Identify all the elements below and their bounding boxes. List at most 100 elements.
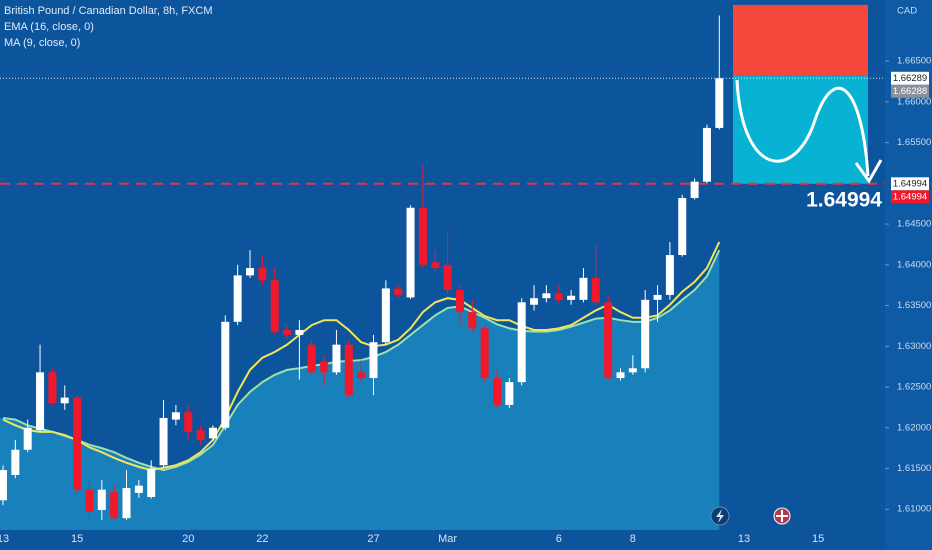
price-label-box bbox=[891, 84, 929, 98]
candle-body bbox=[431, 262, 440, 269]
candle-body bbox=[554, 293, 563, 300]
x-tick-label: 8 bbox=[630, 533, 636, 545]
flag-glyph bbox=[776, 510, 788, 522]
x-tick-label: Mar bbox=[438, 533, 457, 545]
price-label: 1.66289 bbox=[893, 73, 927, 84]
candle-body bbox=[147, 468, 156, 498]
candle-body bbox=[653, 294, 662, 300]
candle-body bbox=[73, 397, 82, 490]
candle-body bbox=[258, 268, 267, 281]
x-tick-label: 27 bbox=[367, 533, 379, 545]
candle-body bbox=[196, 430, 205, 440]
candle-body bbox=[443, 264, 452, 291]
candle-body bbox=[616, 372, 625, 379]
candle-body bbox=[641, 299, 650, 369]
y-tick-label: 1.61000 bbox=[897, 504, 931, 515]
candle-body bbox=[678, 197, 687, 256]
y-tick-label: 1.66500 bbox=[897, 56, 931, 67]
y-tick-label: 1.62000 bbox=[897, 422, 931, 433]
trade-curve bbox=[735, 79, 883, 184]
candle-body bbox=[332, 344, 341, 373]
y-tick-label: 1.62500 bbox=[897, 382, 931, 393]
legend-entry: EMA (16, close, 0) bbox=[4, 21, 94, 33]
candle-body bbox=[23, 427, 32, 450]
y-tick-label: 1.61500 bbox=[897, 463, 931, 474]
indicator-line bbox=[2, 241, 721, 472]
y-tick-label: 1.64500 bbox=[897, 219, 931, 230]
curve-arrow bbox=[735, 79, 870, 177]
candle-body bbox=[702, 127, 711, 182]
x-tick-label: 13 bbox=[738, 533, 750, 545]
candle-body bbox=[455, 290, 464, 313]
candle-body bbox=[295, 329, 304, 335]
candle-body bbox=[628, 368, 637, 373]
y-tick-label: 1.66000 bbox=[897, 96, 931, 107]
candle-body bbox=[480, 328, 489, 379]
candle-body bbox=[357, 372, 366, 379]
x-tick-label: 22 bbox=[256, 533, 268, 545]
candle-body bbox=[233, 275, 242, 322]
price-label: 1.64994 bbox=[893, 191, 927, 202]
candle-body bbox=[110, 492, 119, 519]
chart-title: British Pound / Canadian Dollar, 8h, FXC… bbox=[4, 5, 213, 17]
arrow-head bbox=[854, 159, 883, 184]
candle-body bbox=[418, 207, 427, 265]
x-tick-label: 15 bbox=[71, 533, 83, 545]
candle-body bbox=[567, 295, 576, 300]
candle-body bbox=[690, 181, 699, 198]
price-label-box bbox=[891, 190, 929, 204]
y-tick-label: 1.64000 bbox=[897, 259, 931, 270]
indicator-area bbox=[0, 250, 720, 530]
lightning-glyph bbox=[716, 509, 724, 523]
candle-body bbox=[381, 288, 390, 343]
legend-entry: MA (9, close, 0) bbox=[4, 37, 80, 49]
candle-body bbox=[246, 268, 254, 276]
candle-body bbox=[369, 342, 378, 379]
candle-body bbox=[270, 280, 279, 332]
candle-body bbox=[159, 417, 168, 466]
candle-body bbox=[208, 427, 217, 439]
target-zone bbox=[733, 75, 868, 184]
price-label-box bbox=[891, 71, 929, 85]
y-tick-label: 1.63000 bbox=[897, 341, 931, 352]
x-tick-label: 20 bbox=[182, 533, 194, 545]
candle-body bbox=[715, 78, 724, 128]
candle-body bbox=[0, 470, 7, 501]
stop-zone bbox=[733, 4, 868, 76]
price-label: 1.66288 bbox=[893, 86, 927, 97]
candle-body bbox=[60, 397, 69, 404]
candle-body bbox=[505, 382, 514, 405]
currency-label: CAD bbox=[897, 6, 917, 17]
candle-body bbox=[542, 293, 551, 299]
candle-body bbox=[97, 489, 106, 511]
candle-body bbox=[221, 321, 230, 428]
candle-body bbox=[184, 412, 193, 432]
candle-body bbox=[36, 372, 45, 431]
plot-area bbox=[0, 4, 885, 530]
y-tick-label: 1.65500 bbox=[897, 137, 931, 148]
price-label: 1.64994 bbox=[893, 178, 927, 189]
candle-body bbox=[530, 298, 539, 305]
candle-body bbox=[283, 329, 292, 335]
candle-body bbox=[665, 255, 674, 295]
candle-body bbox=[406, 207, 415, 298]
candle-body bbox=[394, 288, 403, 295]
candle-body bbox=[468, 312, 477, 329]
x-tick-label: 15 bbox=[812, 533, 824, 545]
candle-body bbox=[591, 277, 600, 303]
candle-body bbox=[493, 378, 501, 405]
candle-body bbox=[320, 361, 329, 373]
x-tick-label: 13 bbox=[0, 533, 9, 545]
price-label-box bbox=[891, 177, 929, 191]
bottom-icons bbox=[710, 506, 791, 526]
candle-body bbox=[134, 485, 143, 493]
x-tick-label: 6 bbox=[556, 533, 562, 545]
candle-body bbox=[604, 302, 613, 379]
candle-body bbox=[579, 277, 588, 300]
candle-body bbox=[85, 489, 94, 512]
y-tick-label: 1.63500 bbox=[897, 300, 931, 311]
candle-body bbox=[517, 302, 526, 383]
candle-body bbox=[171, 412, 180, 420]
target-price-text: 1.64994 bbox=[806, 188, 882, 211]
candle-body bbox=[344, 344, 353, 396]
